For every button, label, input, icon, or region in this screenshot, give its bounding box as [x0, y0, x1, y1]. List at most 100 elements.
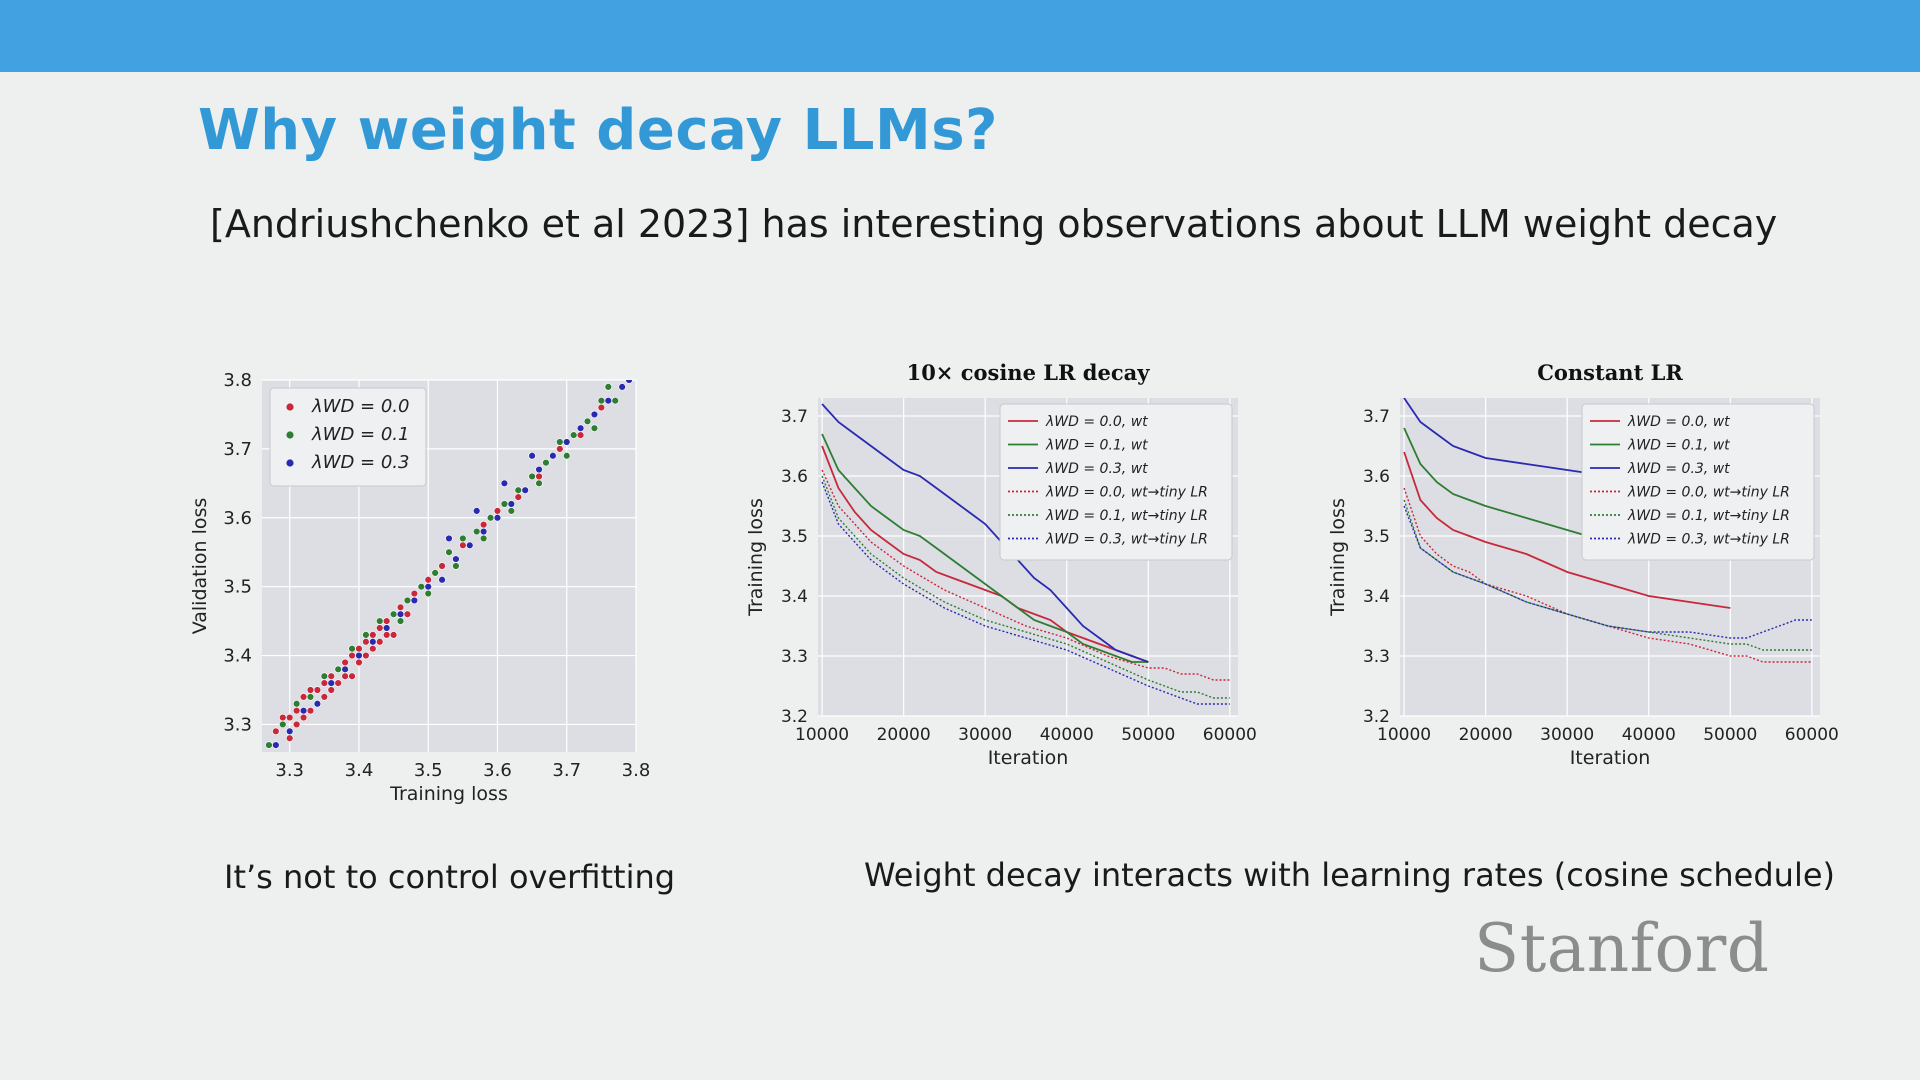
data-point — [341, 672, 349, 680]
series-line — [821, 481, 1230, 705]
x-tick-label: 20000 — [1459, 725, 1513, 745]
y-tick-label: 3.5 — [781, 527, 808, 547]
data-point — [299, 693, 308, 701]
series-line — [821, 403, 1149, 663]
x-tick-label: 60000 — [1203, 725, 1257, 745]
stanford-logo: Stanford — [1474, 910, 1770, 987]
data-point — [299, 713, 308, 722]
legend-entry: λWD = 0.1, wt→tiny LR — [1627, 508, 1790, 524]
x-tick-label: 50000 — [1703, 725, 1757, 745]
data-point — [459, 534, 467, 543]
data-point — [514, 486, 522, 494]
x-tick-label: 60000 — [1785, 725, 1839, 745]
series-line — [1403, 505, 1812, 639]
data-point — [362, 631, 370, 639]
data-point — [549, 452, 557, 460]
data-point — [445, 534, 453, 543]
y-tick-label: 3.3 — [223, 714, 252, 735]
y-tick-label: 3.4 — [223, 646, 252, 667]
legend-box — [269, 387, 427, 487]
data-point — [563, 452, 571, 460]
data-point — [590, 410, 599, 419]
data-point — [396, 610, 405, 618]
data-point — [376, 624, 384, 632]
data-point — [486, 514, 495, 522]
x-tick-label: 3.7 — [552, 760, 581, 781]
data-point — [500, 500, 509, 508]
data-point — [341, 665, 349, 674]
x-axis-label: Iteration — [988, 747, 1069, 769]
x-tick-label: 50000 — [1121, 725, 1175, 745]
data-point — [604, 383, 612, 391]
data-point — [382, 617, 391, 625]
data-point — [507, 507, 516, 515]
series-line — [821, 469, 1230, 681]
caption-overfitting: It’s not to control overfitting — [224, 858, 676, 896]
data-point — [424, 589, 432, 598]
legend-entry: λWD = 0.1 — [311, 424, 409, 445]
data-point — [410, 596, 419, 605]
data-point — [597, 403, 606, 412]
data-point — [507, 500, 516, 508]
data-point — [313, 700, 322, 708]
header-bar — [0, 0, 1920, 72]
data-point — [313, 686, 322, 694]
data-point — [438, 562, 446, 570]
data-point — [272, 741, 280, 749]
data-point — [369, 638, 377, 646]
data-point — [376, 617, 384, 625]
legend-entry: λWD = 0.3, wt→tiny LR — [1627, 532, 1790, 548]
data-point — [292, 706, 301, 715]
legend-entry: λWD = 0.0 — [311, 396, 409, 417]
legend-entry: λWD = 0.3 — [311, 452, 409, 473]
legend-entry: λWD = 0.3, wt→tiny LR — [1045, 532, 1208, 548]
scatter-points — [265, 380, 633, 749]
legend-box — [1581, 403, 1815, 561]
legend-entry: λWD = 0.1, wt→tiny LR — [1045, 508, 1208, 524]
data-point — [348, 651, 356, 660]
data-point — [348, 672, 356, 680]
data-point — [292, 700, 301, 708]
y-tick-label: 3.7 — [1363, 407, 1390, 427]
x-tick-label: 3.6 — [483, 760, 512, 781]
legend-box — [999, 403, 1233, 561]
data-point — [479, 527, 488, 536]
chart-title: 10× cosine LR decay — [907, 360, 1151, 385]
x-tick-label: 20000 — [877, 725, 931, 745]
data-point — [362, 638, 370, 646]
scatter-chart-validation-vs-training: 3.3 3.4 3.5 3.6 3.7 3.8 3.3 3.4 3.5 3.6 3.7 3.8 Trai… — [189, 370, 650, 805]
series-line — [1403, 487, 1812, 663]
data-point — [438, 576, 446, 584]
y-tick-label: 3.3 — [1363, 647, 1390, 667]
data-point — [320, 672, 329, 680]
x-tick-label: 30000 — [1540, 725, 1594, 745]
data-point — [535, 465, 543, 474]
x-tick-label: 3.3 — [275, 760, 304, 781]
data-point — [597, 396, 606, 405]
data-point — [431, 569, 439, 577]
data-point — [479, 520, 488, 529]
data-point — [327, 672, 335, 680]
data-point — [493, 507, 502, 515]
data-point — [306, 706, 315, 715]
slide-subtitle: [Andriushchenko et al 2023] has interest… — [210, 202, 1778, 246]
y-tick-label: 3.4 — [781, 587, 808, 607]
data-point — [424, 582, 432, 591]
data-point — [500, 479, 509, 488]
data-point — [299, 706, 308, 715]
data-point — [376, 638, 384, 646]
y-axis-label: Training loss — [745, 498, 767, 617]
x-tick-label: 40000 — [1040, 725, 1094, 745]
data-point — [410, 589, 419, 598]
legend-entry: λWD = 0.0, wt→tiny LR — [1045, 485, 1208, 501]
data-point — [479, 534, 488, 543]
data-point — [320, 693, 329, 701]
data-point — [334, 679, 342, 687]
data-point — [563, 438, 571, 446]
legend-entry: λWD = 0.1, wt — [1627, 438, 1730, 454]
data-point — [272, 727, 280, 736]
data-point — [362, 651, 370, 660]
y-tick-label: 3.2 — [781, 707, 808, 727]
data-point — [590, 424, 599, 432]
y-tick-label: 3.6 — [1363, 467, 1390, 487]
